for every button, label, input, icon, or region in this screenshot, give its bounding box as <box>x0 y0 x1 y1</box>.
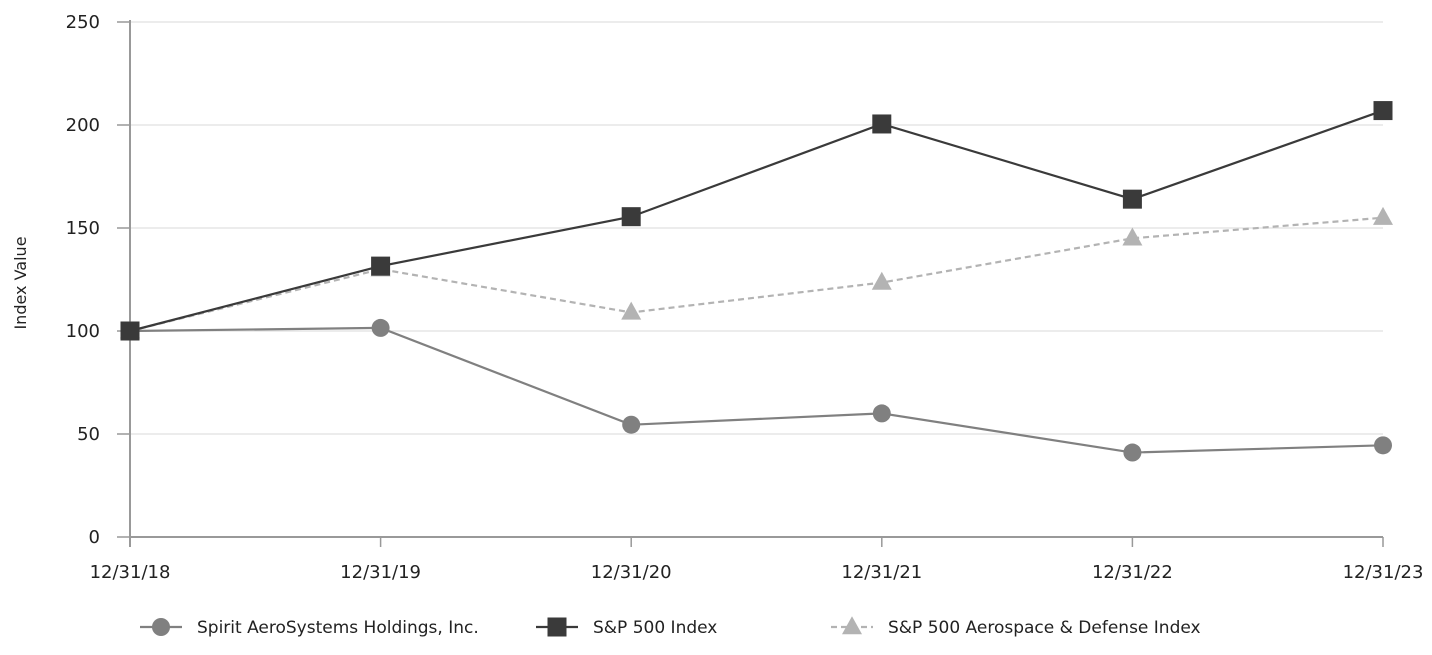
data-point-square <box>371 256 391 276</box>
x-tick-label: 12/31/18 <box>90 562 171 583</box>
data-point-triangle <box>1373 206 1393 225</box>
data-point-circle <box>872 404 891 423</box>
legend-marker-triangle <box>842 616 862 635</box>
data-point-square <box>1122 189 1142 209</box>
legend-label: S&P 500 Aerospace & Defense Index <box>888 618 1201 638</box>
data-point-triangle <box>621 301 642 320</box>
x-tick-label: 12/31/19 <box>340 562 421 583</box>
x-tick-label: 12/31/23 <box>1343 562 1424 583</box>
data-point-circle <box>371 318 390 337</box>
y-tick-label: 0 <box>89 527 100 548</box>
y-tick-label: 50 <box>77 424 100 445</box>
data-point-square <box>872 114 892 134</box>
data-point-square <box>621 207 641 227</box>
x-tick-label: 12/31/20 <box>591 562 672 583</box>
data-point-square <box>120 321 140 341</box>
x-tick-label: 12/31/21 <box>841 562 922 583</box>
legend: Spirit AeroSystems Holdings, Inc. S&P 500… <box>140 616 1201 638</box>
y-tick-labels: 0 50 100 150 200 250 <box>66 12 100 548</box>
y-tick-label: 250 <box>66 12 100 33</box>
legend-marker-circle <box>152 618 170 636</box>
legend-label: Spirit AeroSystems Holdings, Inc. <box>197 618 479 638</box>
data-point-square <box>1373 101 1393 121</box>
axes <box>117 20 1384 547</box>
y-axis-title: Index Value <box>11 236 30 329</box>
y-tick-label: 100 <box>66 321 100 342</box>
data-point-circle <box>1374 436 1392 455</box>
data-point-circle <box>622 415 641 434</box>
series-line-triangle <box>129 216 1384 333</box>
data-point-circle <box>1123 443 1142 462</box>
series-line-square <box>129 109 1384 333</box>
legend-label: S&P 500 Index <box>593 618 717 638</box>
x-tick-labels: 12/31/18 12/31/19 12/31/20 12/31/21 12/31/22… <box>90 562 1424 583</box>
legend-marker-square <box>547 617 567 637</box>
series-layer <box>120 101 1393 462</box>
x-tick-label: 12/31/22 <box>1092 562 1173 583</box>
y-tick-label: 200 <box>66 115 100 136</box>
gridlines <box>130 21 1383 435</box>
y-tick-label: 150 <box>66 218 100 239</box>
series-line-circle <box>129 326 1384 454</box>
data-point-triangle <box>871 271 892 290</box>
data-point-triangle <box>1122 227 1143 246</box>
